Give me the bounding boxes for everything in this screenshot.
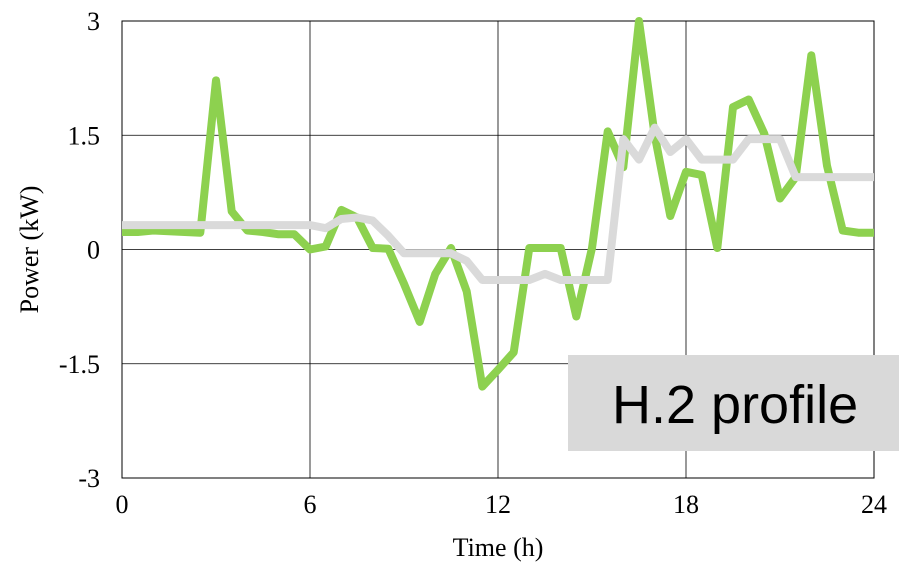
y-tick-label: 1.5 — [68, 121, 101, 150]
x-tick-label: 24 — [861, 490, 887, 519]
annotation-box — [568, 355, 899, 451]
y-tick-label: -3 — [78, 464, 100, 493]
tick-labels: 0 6 12 18 24 -3 -1.5 0 1.5 3 — [59, 7, 887, 519]
x-axis-label: Time (h) — [453, 533, 544, 562]
x-tick-label: 12 — [485, 490, 511, 519]
series-layer — [122, 17, 874, 391]
y-tick-label: 0 — [87, 236, 100, 265]
annotation-label: H.2 profile — [612, 375, 859, 435]
x-tick-label: 0 — [116, 490, 129, 519]
series-line-1 — [122, 17, 874, 391]
x-tick-label: 6 — [304, 490, 317, 519]
x-tick-label: 18 — [673, 490, 699, 519]
y-tick-label: -1.5 — [59, 350, 100, 379]
y-axis-label: Power (kW) — [15, 186, 44, 314]
series-line-2 — [122, 123, 874, 284]
y-tick-label: 3 — [87, 7, 100, 36]
plot-area-frame — [121, 20, 875, 479]
